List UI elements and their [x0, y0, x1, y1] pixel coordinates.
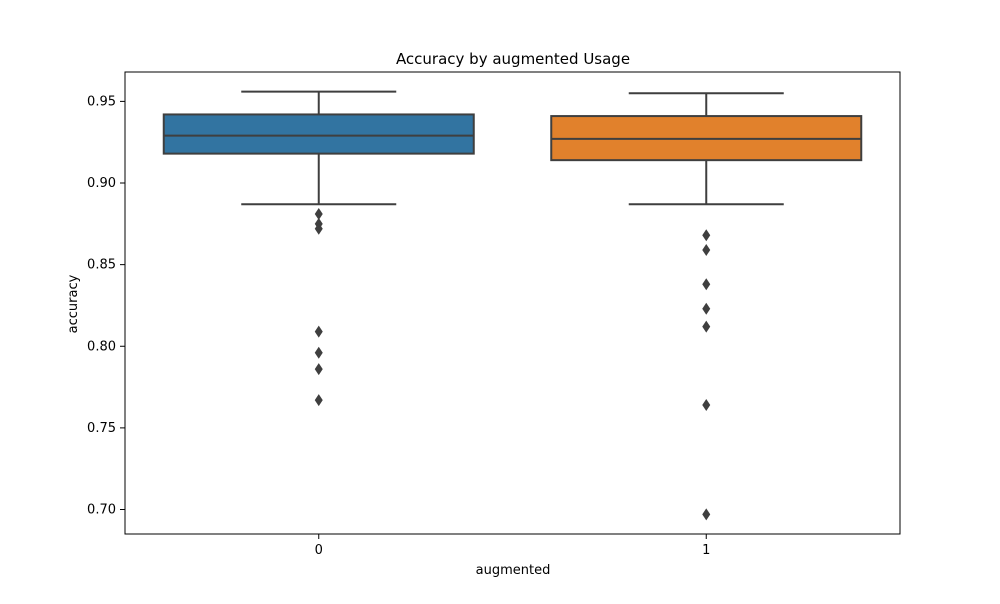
box-1-outlier-5 [702, 320, 711, 333]
x-axis-label: augmented [476, 563, 551, 578]
box-0-outlier-5 [314, 346, 323, 359]
y-tick-label-1: 0.75 [87, 421, 116, 436]
box-0-iqr-box [162, 113, 475, 155]
box-1-outlier-2 [702, 243, 711, 256]
box-1-outlier-7 [702, 508, 711, 521]
plot-frame [124, 71, 901, 535]
box-0-outlier-6 [314, 363, 323, 376]
y-tick-label-5: 0.95 [87, 94, 116, 109]
box-1-outlier-6 [702, 399, 711, 412]
x-tick-label-0: 0 [315, 543, 323, 558]
box-1-outlier-3 [702, 278, 711, 291]
box-0-outlier-3 [314, 222, 323, 235]
box-0-outlier-7 [314, 394, 323, 407]
box-1-outlier-4 [702, 302, 711, 315]
y-tick-label-0: 0.70 [87, 503, 116, 518]
box-0-outlier-1 [314, 208, 323, 221]
y-tick-label-4: 0.90 [87, 176, 116, 191]
y-axis-label: accuracy [66, 274, 81, 333]
box-1-outlier-1 [702, 229, 711, 242]
box-0-outlier-4 [314, 325, 323, 338]
chart-title: Accuracy by augmented Usage [396, 50, 630, 68]
plot-area: 0.70 0.75 0.80 0.85 0.90 0.95 0 1 [87, 71, 901, 558]
y-tick-label-3: 0.85 [87, 258, 116, 273]
x-tick-label-1: 1 [702, 543, 710, 558]
y-tick-label-2: 0.80 [87, 339, 116, 354]
